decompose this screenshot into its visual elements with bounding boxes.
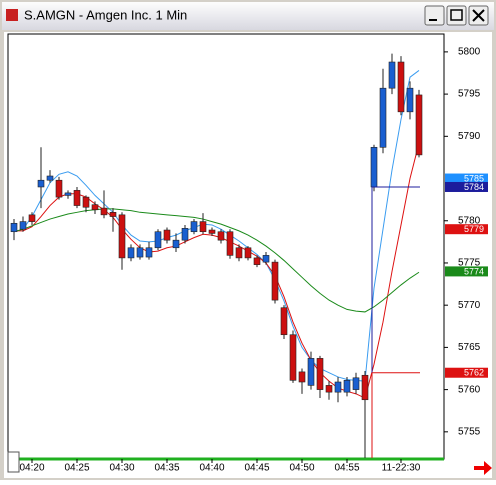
x-tick-label: 04:25	[64, 463, 89, 474]
candle-body	[118, 214, 126, 259]
y-tick-label: 5795	[458, 89, 481, 100]
candle-body	[10, 222, 18, 233]
y-tick-label: 5800	[458, 47, 481, 58]
candle-body	[199, 221, 207, 233]
price-badge	[445, 367, 488, 378]
moving-average	[14, 142, 420, 399]
candle-body	[28, 214, 36, 222]
candle-body	[307, 358, 315, 386]
y-tick-label: 5765	[458, 342, 481, 353]
price-badge	[445, 181, 488, 192]
candle-body	[352, 377, 360, 390]
candle-body	[343, 380, 351, 393]
scroll-right-arrow[interactable]	[474, 461, 492, 475]
window-title: S.AMGN - Amgen Inc. 1 Min	[24, 7, 187, 22]
scroll-box[interactable]	[7, 451, 20, 473]
candle-body	[82, 196, 90, 208]
price-badge-label: 5785	[464, 173, 484, 183]
y-tick-label: 5775	[458, 258, 481, 269]
candle-body	[181, 228, 189, 241]
candle-body	[55, 179, 63, 198]
candle-body	[217, 231, 225, 241]
price-badge-label: 5784	[464, 182, 484, 192]
candle-body	[415, 94, 423, 156]
candle-body	[289, 334, 297, 381]
candle-body	[253, 257, 261, 265]
candle-body	[163, 229, 171, 241]
candle-body	[19, 221, 27, 230]
x-tick-label: 04:20	[19, 463, 44, 474]
plot-area	[7, 33, 445, 460]
price-badge-label: 5762	[464, 368, 484, 378]
candle-body	[208, 229, 216, 234]
price-badge-label: 5779	[464, 224, 484, 234]
candle-body	[406, 87, 414, 113]
candle-body	[190, 221, 198, 233]
candle-body	[46, 175, 54, 181]
candle-body	[388, 61, 396, 89]
x-tick-label: 04:35	[154, 463, 179, 474]
close-button[interactable]	[468, 5, 489, 26]
candle-body	[37, 179, 45, 188]
x-tick-label: 04:40	[199, 463, 224, 474]
title-bar	[2, 2, 494, 30]
candle-body	[361, 374, 369, 401]
candle-body	[244, 247, 252, 259]
x-tick-label: 04:30	[109, 463, 134, 474]
x-tick-label: 11-22:30	[382, 463, 421, 474]
candle-body	[316, 358, 324, 390]
price-badge-label: 5774	[464, 266, 484, 276]
candle-body	[325, 385, 333, 393]
candle-body	[91, 204, 99, 211]
candle-body	[226, 231, 234, 256]
candle-body	[397, 61, 405, 113]
moving-average	[13, 208, 420, 313]
price-badge	[445, 224, 488, 235]
candle-body	[280, 307, 288, 336]
candle-body	[271, 261, 279, 301]
y-tick-label: 5755	[458, 426, 481, 437]
candle-body	[109, 212, 117, 217]
candle-body	[379, 87, 387, 148]
y-tick-label: 5760	[458, 384, 481, 395]
price-badge	[445, 173, 488, 184]
candle-body	[262, 255, 270, 263]
candle-body	[127, 247, 135, 259]
candle-body	[235, 247, 243, 259]
candle-body	[73, 190, 81, 206]
x-tick-label: 04:50	[289, 463, 314, 474]
y-tick-label: 5780	[458, 215, 481, 226]
candle-body	[334, 381, 342, 393]
y-tick-label: 5790	[458, 131, 481, 142]
candle-body	[370, 146, 378, 188]
plot: 5800 5795 5790 5780 5775 5770 5765 5760 5755 04:2…	[10, 47, 488, 474]
minimize-button[interactable]	[424, 5, 445, 26]
moving-average	[13, 70, 420, 382]
x-tick-label: 04:55	[334, 463, 359, 474]
price-badge	[445, 266, 488, 277]
y-tick-label: 5770	[458, 300, 481, 311]
candle-body	[154, 231, 162, 249]
candle-body	[298, 371, 306, 383]
candle-body	[145, 247, 153, 258]
candle-body	[172, 239, 180, 249]
candle-body	[136, 247, 144, 258]
candle-body	[100, 207, 108, 216]
x-tick-label: 04:45	[244, 463, 269, 474]
window-icon	[6, 9, 18, 21]
candle-body	[64, 192, 72, 196]
maximize-button[interactable]	[446, 5, 467, 26]
